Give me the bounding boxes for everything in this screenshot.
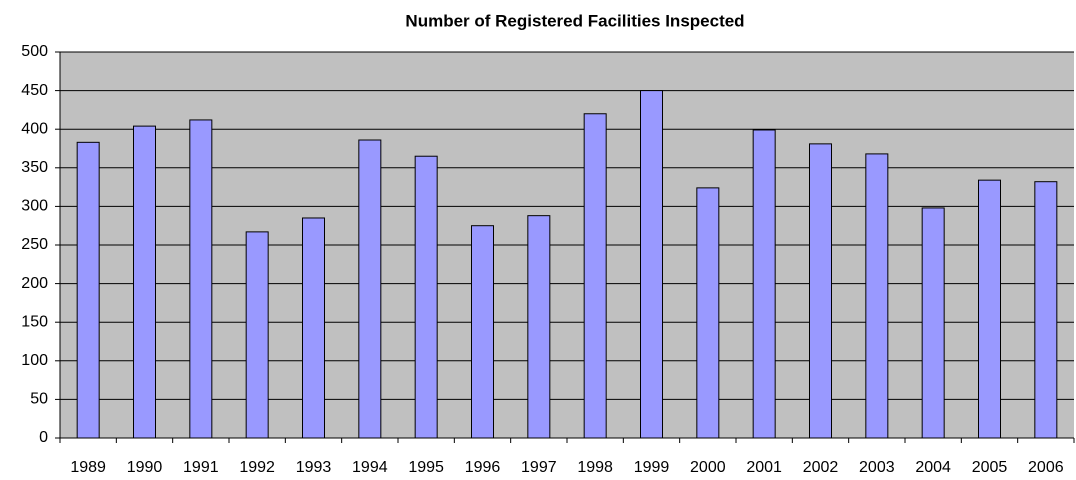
x-tick-label: 2002 bbox=[803, 459, 839, 476]
bar bbox=[527, 215, 551, 439]
y-tick-label: 250 bbox=[21, 236, 48, 253]
y-tick-label: 200 bbox=[21, 275, 48, 292]
y-tick-label: 350 bbox=[21, 159, 48, 176]
x-tick-label: 1998 bbox=[577, 459, 613, 476]
x-tick-label: 1997 bbox=[521, 459, 557, 476]
bar bbox=[865, 153, 889, 439]
bar bbox=[640, 90, 663, 439]
bar bbox=[921, 207, 945, 439]
y-tick-label: 300 bbox=[21, 198, 48, 215]
bar bbox=[696, 187, 720, 439]
x-tick-label: 1994 bbox=[352, 459, 388, 476]
x-tick-label: 2006 bbox=[1028, 459, 1064, 476]
y-tick-label: 0 bbox=[39, 429, 48, 446]
x-tick-label: 1991 bbox=[183, 459, 219, 476]
x-tick-label: 1993 bbox=[296, 459, 332, 476]
x-tick-label: 1990 bbox=[127, 459, 163, 476]
bar bbox=[752, 129, 776, 439]
x-tick-label: 2003 bbox=[859, 459, 895, 476]
bar bbox=[358, 139, 382, 439]
x-tick-label: 1989 bbox=[70, 459, 106, 476]
bar bbox=[302, 217, 325, 439]
bar bbox=[189, 119, 213, 439]
x-tick-label: 1999 bbox=[634, 459, 670, 476]
bar bbox=[414, 155, 438, 439]
bar bbox=[978, 179, 1001, 439]
chart-title: Number of Registered Facilities Inspecte… bbox=[405, 11, 744, 30]
x-tick-label: 1992 bbox=[239, 459, 275, 476]
x-tick-label: 1995 bbox=[408, 459, 444, 476]
y-tick-label: 500 bbox=[21, 43, 48, 60]
x-tick-label: 2000 bbox=[690, 459, 726, 476]
bar bbox=[245, 231, 269, 439]
y-tick-label: 50 bbox=[30, 391, 48, 408]
bar bbox=[583, 113, 607, 439]
y-tick-label: 100 bbox=[21, 352, 48, 369]
x-tick-label: 2001 bbox=[746, 459, 782, 476]
y-tick-label: 450 bbox=[21, 82, 48, 99]
bar bbox=[133, 125, 156, 439]
y-tick-label: 150 bbox=[21, 313, 48, 330]
bar bbox=[471, 225, 494, 439]
bar bbox=[809, 143, 832, 439]
x-tick-label: 1996 bbox=[465, 459, 501, 476]
x-tick-label: 2004 bbox=[915, 459, 951, 476]
bar bbox=[1034, 181, 1058, 439]
y-tick-label: 400 bbox=[21, 120, 48, 137]
x-tick-label: 2005 bbox=[972, 459, 1008, 476]
bar bbox=[76, 141, 100, 439]
